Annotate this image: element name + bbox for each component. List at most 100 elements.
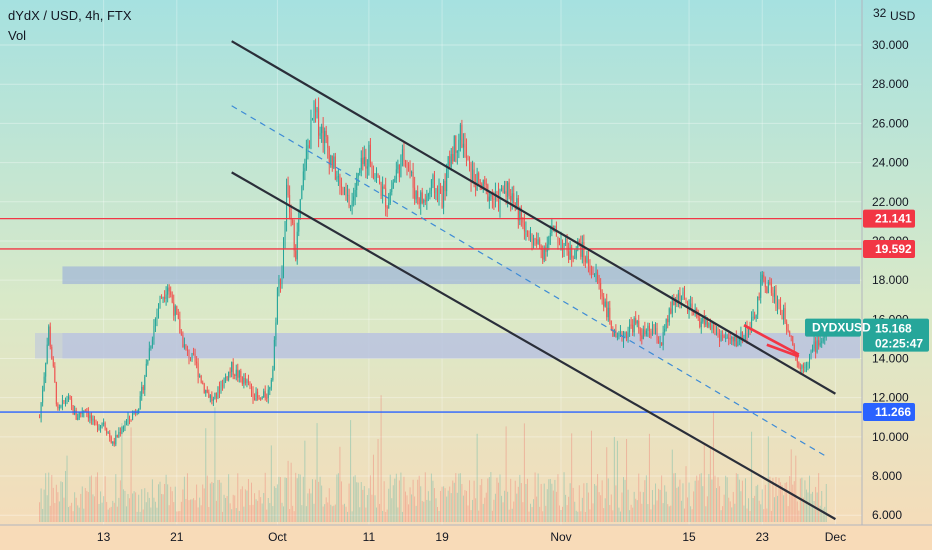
candle-body[interactable] — [293, 222, 295, 251]
candle-body[interactable] — [72, 405, 74, 415]
candle-body[interactable] — [112, 441, 114, 444]
candle-body[interactable] — [258, 397, 260, 399]
candle-body[interactable] — [162, 296, 164, 299]
candle-body[interactable] — [606, 301, 608, 318]
candle-body[interactable] — [199, 375, 201, 377]
candle-body[interactable] — [63, 400, 65, 403]
candle-body[interactable] — [235, 369, 237, 376]
candle-body[interactable] — [279, 279, 281, 285]
candle-body[interactable] — [313, 102, 315, 120]
candle-body[interactable] — [124, 424, 126, 428]
candle-body[interactable] — [68, 396, 70, 400]
candle-body[interactable] — [467, 158, 469, 161]
candle-body[interactable] — [508, 182, 510, 196]
candle-body[interactable] — [542, 249, 544, 260]
candle-body[interactable] — [796, 356, 798, 363]
candle-body[interactable] — [493, 198, 495, 200]
candle-body[interactable] — [395, 169, 397, 179]
candle-body[interactable] — [168, 287, 170, 292]
candle-body[interactable] — [180, 333, 182, 335]
candle-body[interactable] — [712, 325, 714, 330]
candle-body[interactable] — [525, 230, 527, 232]
candle-body[interactable] — [369, 144, 371, 164]
candle-body[interactable] — [583, 242, 585, 258]
candle-body[interactable] — [693, 312, 695, 314]
candle-body[interactable] — [194, 354, 196, 362]
candle-body[interactable] — [366, 166, 368, 169]
candle-body[interactable] — [161, 296, 163, 299]
candle-body[interactable] — [432, 175, 434, 181]
candle-body[interactable] — [807, 362, 809, 365]
candle-body[interactable] — [182, 334, 184, 348]
candle-body[interactable] — [610, 320, 612, 331]
candle-body[interactable] — [790, 335, 792, 337]
candle-body[interactable] — [565, 239, 567, 244]
candle-body[interactable] — [255, 391, 257, 401]
candle-body[interactable] — [680, 295, 682, 301]
candle-body[interactable] — [211, 395, 213, 401]
candle-body[interactable] — [461, 124, 463, 148]
candle-body[interactable] — [773, 289, 775, 297]
wedge-bottom-line[interactable] — [766, 343, 800, 358]
candle-body[interactable] — [809, 354, 811, 363]
candle-body[interactable] — [563, 243, 565, 251]
candle-body[interactable] — [87, 412, 89, 419]
candle-body[interactable] — [433, 175, 435, 194]
candle-body[interactable] — [700, 321, 702, 327]
candle-body[interactable] — [671, 299, 673, 314]
candle-body[interactable] — [572, 257, 574, 259]
candle-body[interactable] — [139, 396, 141, 409]
candle-body[interactable] — [321, 126, 323, 134]
candle-body[interactable] — [459, 124, 461, 140]
candle-body[interactable] — [165, 294, 167, 299]
candle-body[interactable] — [720, 335, 722, 342]
candle-body[interactable] — [722, 335, 724, 337]
candle-body[interactable] — [400, 155, 402, 178]
candle-body[interactable] — [802, 365, 804, 368]
candle-body[interactable] — [333, 156, 335, 168]
candle-body[interactable] — [711, 325, 713, 330]
candle-body[interactable] — [58, 406, 60, 409]
candle-body[interactable] — [257, 391, 259, 398]
candle-body[interactable] — [664, 328, 666, 333]
candle-body[interactable] — [159, 296, 161, 305]
candle-body[interactable] — [222, 384, 224, 387]
candle-body[interactable] — [261, 396, 263, 400]
candle-body[interactable] — [89, 415, 91, 419]
candle-body[interactable] — [728, 337, 730, 339]
candle-body[interactable] — [539, 239, 541, 247]
candle-body[interactable] — [441, 193, 443, 208]
candle-body[interactable] — [735, 336, 737, 346]
candle-body[interactable] — [392, 182, 394, 189]
candle-body[interactable] — [278, 279, 280, 289]
candle-body[interactable] — [558, 242, 560, 245]
candle-body[interactable] — [176, 306, 178, 314]
candle-body[interactable] — [815, 341, 817, 353]
candle-body[interactable] — [784, 308, 786, 323]
candle-body[interactable] — [380, 183, 382, 196]
candle-body[interactable] — [415, 191, 417, 200]
candle-body[interactable] — [767, 282, 769, 294]
candle-body[interactable] — [449, 156, 451, 168]
candle-body[interactable] — [776, 302, 778, 308]
candle-body[interactable] — [292, 219, 294, 223]
candles[interactable] — [39, 97, 827, 447]
candle-body[interactable] — [299, 199, 301, 220]
wedge-top-line[interactable] — [743, 324, 800, 356]
candle-body[interactable] — [683, 291, 685, 298]
candle-body[interactable] — [119, 432, 121, 434]
candle-body[interactable] — [799, 367, 801, 370]
candle-body[interactable] — [328, 147, 330, 165]
candle-body[interactable] — [388, 202, 390, 209]
candle-body[interactable] — [125, 420, 127, 425]
candle-body[interactable] — [318, 108, 320, 136]
candle-body[interactable] — [629, 324, 631, 333]
candle-body[interactable] — [409, 167, 411, 173]
candle-body[interactable] — [340, 183, 342, 188]
candle-body[interactable] — [706, 317, 708, 327]
candle-body[interactable] — [533, 238, 535, 245]
candle-body[interactable] — [39, 417, 41, 419]
candle-body[interactable] — [401, 149, 403, 156]
candle-body[interactable] — [714, 329, 716, 335]
candle-body[interactable] — [604, 301, 606, 307]
